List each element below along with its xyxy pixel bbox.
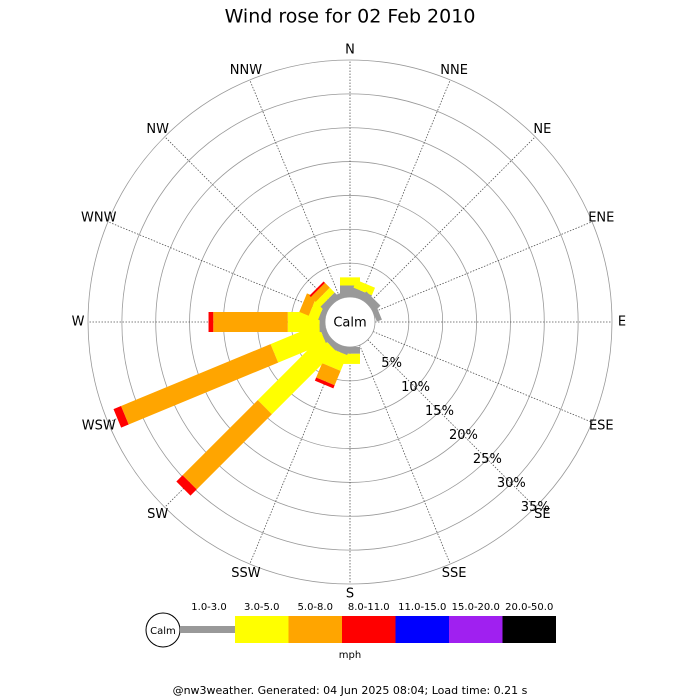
legend-label: 5.0-8.0 (298, 602, 333, 613)
legend-swatch (395, 616, 449, 643)
grid-ring (87, 59, 613, 585)
spoke (359, 344, 451, 565)
direction-label: SSE (442, 566, 467, 581)
direction-label: SE (534, 507, 550, 522)
direction-bars (340, 347, 360, 364)
direction-label: NNE (440, 63, 468, 78)
direction-label: SW (147, 507, 168, 522)
bar-segment (340, 285, 360, 297)
chart-title: Wind rose for 02 Feb 2010 (225, 6, 476, 28)
legend-swatch (502, 616, 556, 643)
direction-label: WSW (82, 419, 116, 434)
spoke (249, 79, 341, 300)
bar-segment (340, 353, 360, 364)
grid-ring (121, 93, 579, 551)
bar-segment (287, 312, 320, 332)
footer: @nw3weather. Generated: 04 Jun 2025 08:0… (173, 684, 528, 697)
legend-calm-label: Calm (150, 626, 176, 637)
bar-segment (213, 312, 288, 332)
direction-label: S (346, 587, 354, 602)
bar-segment (182, 400, 272, 490)
spoke (367, 136, 536, 305)
legend-swatch (180, 626, 235, 633)
legend-swatch (342, 616, 396, 643)
direction-label: WNW (81, 210, 117, 225)
bar-segment (353, 280, 376, 296)
bar-segment (208, 312, 214, 332)
direction-label: W (72, 315, 85, 330)
bar-segment (310, 282, 330, 302)
direction-bars (208, 312, 325, 332)
unit-label: mph (339, 650, 361, 661)
legend-label: 8.0-11.0 (348, 602, 390, 613)
legend-label: 15.0-20.0 (452, 602, 500, 613)
direction-label: ESE (589, 419, 614, 434)
bar-segment (257, 336, 336, 415)
spoke (372, 331, 593, 423)
r-tick-label: 20% (449, 428, 478, 443)
bar-segment (113, 406, 129, 428)
spoke (359, 79, 451, 300)
bar-segment (270, 324, 326, 363)
direction-label: N (345, 43, 355, 58)
spoke (107, 221, 328, 313)
direction-label: ENE (588, 210, 614, 225)
direction-label: NW (146, 122, 169, 137)
direction-bars (340, 277, 360, 297)
spoke (367, 339, 536, 508)
r-tick-label: 35% (521, 500, 550, 515)
bar-segment (309, 281, 326, 298)
bar-segment (121, 344, 279, 425)
direction-label: NE (533, 122, 551, 137)
r-tick-label: 5% (381, 356, 402, 371)
bar-segment (369, 301, 382, 322)
direction-bars (369, 301, 382, 322)
bar-segment (315, 287, 335, 307)
legend-swatch (288, 616, 342, 643)
spoke (372, 221, 593, 313)
direction-label: NNW (230, 63, 262, 78)
bar-segment (299, 293, 317, 316)
spoke (164, 136, 333, 305)
bar-segment (340, 347, 360, 354)
direction-bars (176, 332, 340, 496)
legend-swatch (449, 616, 503, 643)
r-tick-label: 30% (497, 476, 526, 491)
legend-label: 11.0-15.0 (398, 602, 446, 613)
legend-label: 20.0-50.0 (505, 602, 553, 613)
bar-segment (314, 377, 335, 389)
r-tick-label: 10% (401, 380, 430, 395)
r-tick-label: 25% (473, 452, 502, 467)
bar-segment (316, 363, 341, 386)
direction-bars (329, 290, 350, 303)
bar-segment (176, 475, 197, 496)
legend-label: 3.0-5.0 (244, 602, 279, 613)
r-tick-label: 15% (425, 404, 454, 419)
bar-segment (340, 277, 360, 286)
direction-label: E (618, 315, 626, 330)
legend-label: 1.0-3.0 (191, 602, 226, 613)
direction-label: SSW (231, 566, 261, 581)
legend-swatch (235, 616, 289, 643)
calm-label: Calm (333, 316, 366, 331)
bar-segment (329, 290, 350, 303)
calm-circle (324, 296, 376, 348)
